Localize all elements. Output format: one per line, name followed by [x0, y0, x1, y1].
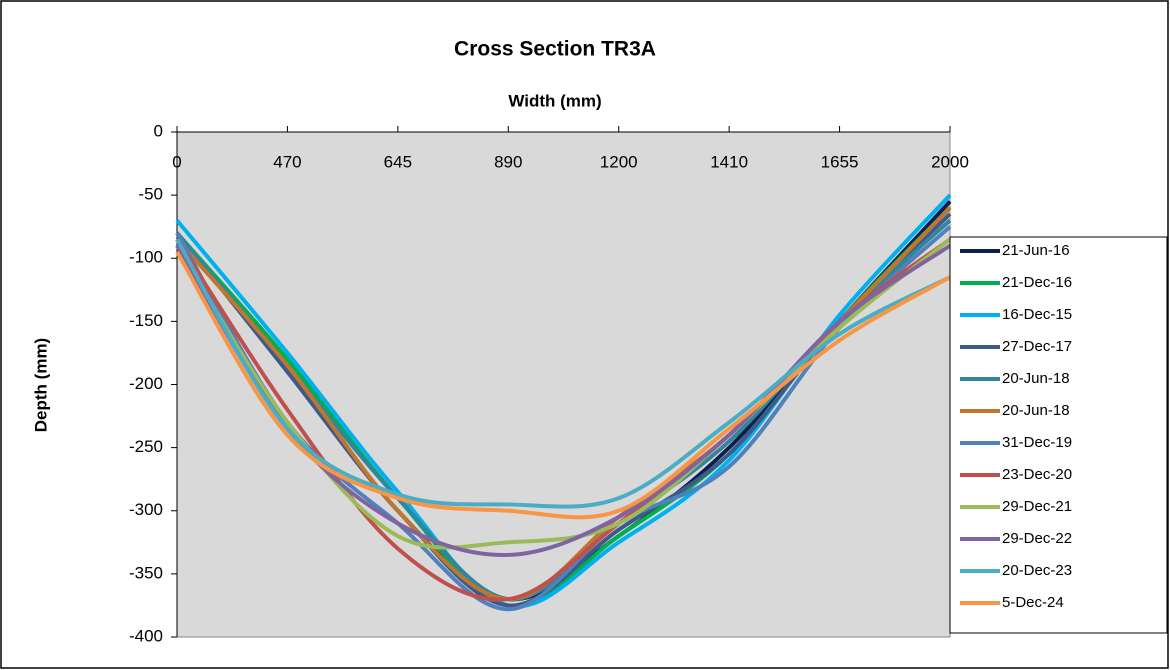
y-axis-title: Depth (mm) [31, 338, 50, 432]
legend-label: 5-Dec-24 [1002, 594, 1064, 611]
series-line [175, 238, 951, 509]
chart-title: Cross Section TR3A [454, 38, 656, 61]
y-tick-label: -250 [129, 437, 163, 456]
y-tick-label: -350 [129, 563, 163, 582]
legend-label: 29-Dec-22 [1002, 530, 1072, 547]
x-axis-title: Width (mm) [508, 91, 601, 110]
y-tick-label: -300 [129, 500, 163, 519]
x-tick-label: 890 [494, 152, 522, 171]
series-line [175, 250, 951, 520]
y-tick-label: -400 [129, 626, 163, 645]
y-tick-label: -200 [129, 374, 163, 393]
y-tick-label: -50 [138, 185, 163, 204]
legend-box [949, 236, 1168, 634]
plot-area [176, 131, 951, 638]
legend-label: 31-Dec-19 [1002, 434, 1072, 451]
legend-label: 20-Dec-23 [1002, 562, 1072, 579]
legend-label: 16-Dec-15 [1002, 306, 1072, 323]
x-tick-label: 645 [384, 152, 412, 171]
y-tick-label: -100 [129, 248, 163, 267]
y-tick-label: -150 [129, 311, 163, 330]
legend-label: 21-Jun-16 [1002, 242, 1070, 259]
legend-label: 20-Jun-18 [1002, 402, 1070, 419]
legend-label: 20-Jun-18 [1002, 370, 1070, 387]
legend-label: 23-Dec-20 [1002, 466, 1072, 483]
series-line [175, 237, 952, 550]
x-tick-label: 1655 [821, 152, 859, 171]
legend-label: 27-Dec-17 [1002, 338, 1072, 355]
x-tick-label: 1410 [710, 152, 748, 171]
x-tick-label: 0 [172, 152, 181, 171]
x-tick-label: 470 [273, 152, 301, 171]
legend-label: 29-Dec-21 [1002, 498, 1072, 515]
x-tick-label: 1200 [600, 152, 638, 171]
x-tick-label: 2000 [931, 152, 969, 171]
legend-label: 21-Dec-16 [1002, 274, 1072, 291]
y-tick-label: 0 [154, 121, 163, 140]
